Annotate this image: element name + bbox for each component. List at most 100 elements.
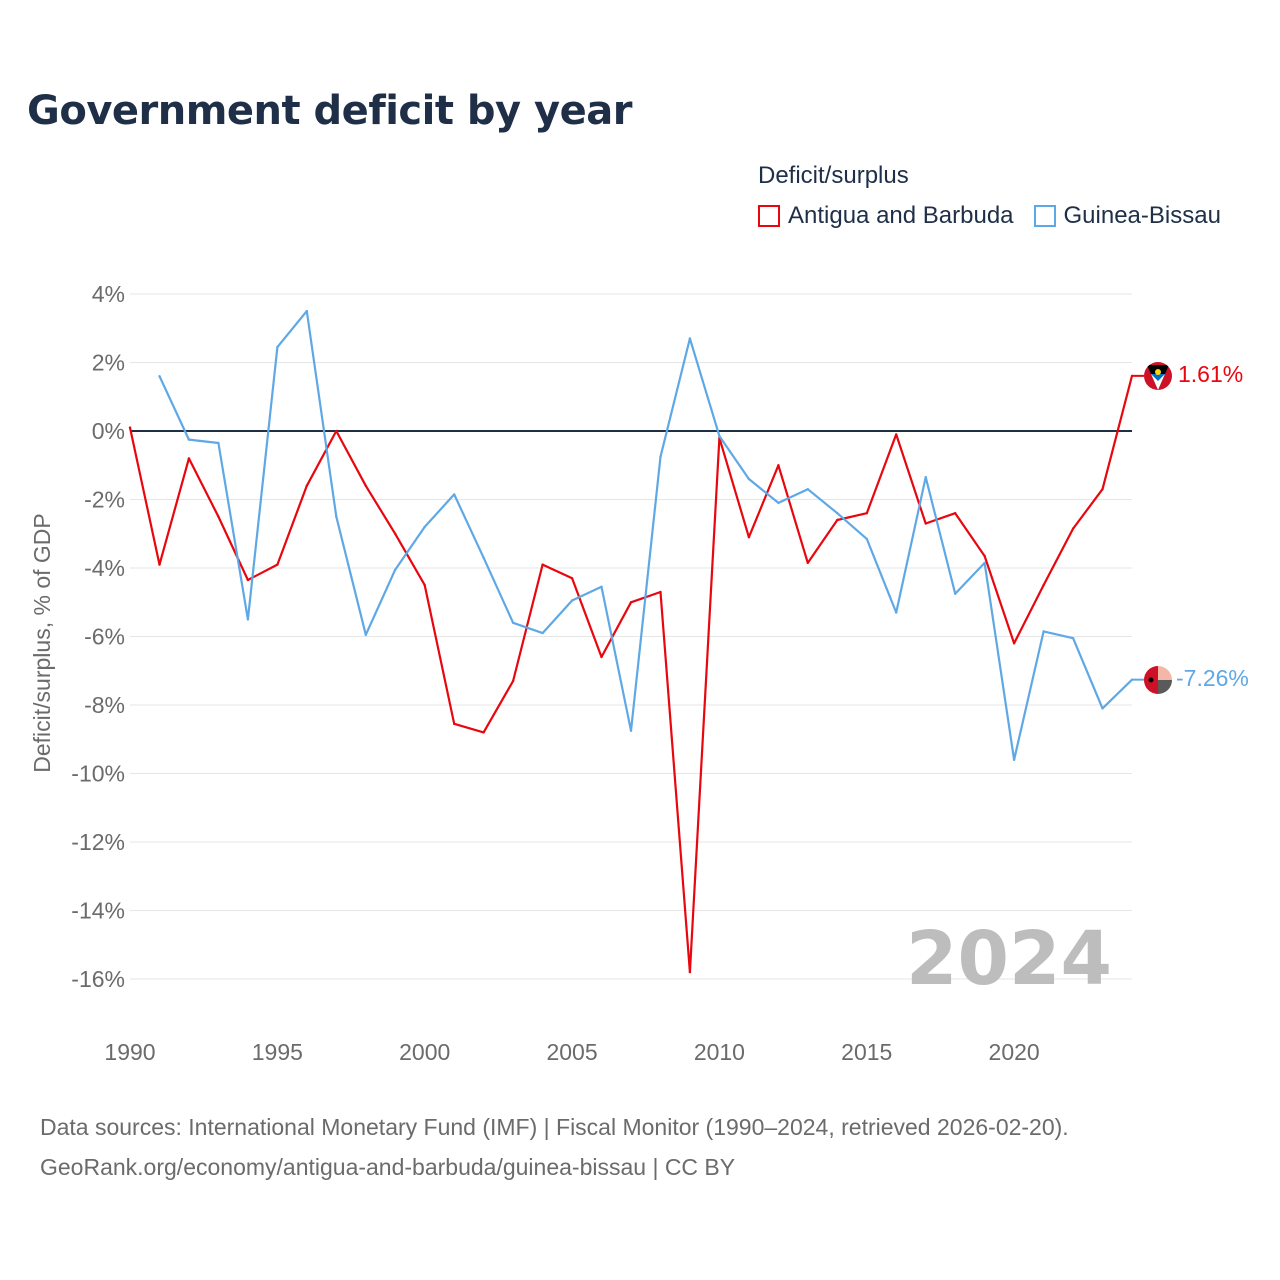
guinea-bissau-flag-icon xyxy=(1144,666,1172,694)
footer: Data sources: International Monetary Fun… xyxy=(40,1107,1069,1187)
y-tick-label: -14% xyxy=(71,898,125,924)
data-point xyxy=(276,563,279,566)
data-point xyxy=(865,512,868,515)
data-point xyxy=(335,429,338,433)
y-tick-label: -6% xyxy=(84,624,125,650)
y-tick-label: -16% xyxy=(71,966,125,992)
data-point xyxy=(747,477,751,481)
y-tick-label: 2% xyxy=(92,350,125,376)
data-point xyxy=(600,655,603,659)
x-tick-label: 1990 xyxy=(104,1039,155,1065)
data-point xyxy=(659,590,662,594)
data-point xyxy=(806,488,809,491)
y-tick-label: -4% xyxy=(84,555,125,581)
series-guinea-bissau xyxy=(158,309,1144,761)
data-point xyxy=(394,568,397,571)
data-point xyxy=(1012,758,1016,761)
data-point xyxy=(688,970,692,974)
data-point xyxy=(777,464,780,467)
data-point xyxy=(1071,527,1075,530)
data-point xyxy=(1042,583,1045,587)
legend-row: Antigua and Barbuda Guinea-Bissau xyxy=(758,202,1221,230)
data-point xyxy=(1071,637,1075,640)
data-point xyxy=(954,592,957,595)
data-point xyxy=(511,621,515,624)
data-point xyxy=(246,578,250,582)
data-point xyxy=(777,501,780,505)
data-point xyxy=(688,337,692,340)
data-point xyxy=(747,536,751,539)
y-tick-label: -12% xyxy=(71,829,125,855)
data-point xyxy=(482,556,485,559)
data-point xyxy=(718,434,721,438)
legend-entry-antigua-and-barbuda[interactable]: Antigua and Barbuda xyxy=(758,202,1014,230)
chart-title: Government deficit by year xyxy=(27,88,632,134)
data-point xyxy=(158,375,161,378)
data-point xyxy=(217,515,220,518)
grid-lines xyxy=(130,293,1132,980)
data-point xyxy=(364,484,367,487)
data-point xyxy=(1042,630,1045,633)
data-point xyxy=(453,493,456,496)
data-point xyxy=(128,426,132,429)
data-point xyxy=(335,515,338,518)
data-point xyxy=(924,476,927,479)
data-point xyxy=(806,561,809,565)
data-point xyxy=(570,577,574,580)
footer-sources: Data sources: International Monetary Fun… xyxy=(40,1114,1069,1140)
end-value-label-guinea-bissau: -7.26% xyxy=(1176,665,1249,691)
data-point xyxy=(1012,642,1016,645)
x-tick-label: 1995 xyxy=(252,1039,303,1065)
data-point xyxy=(541,563,544,566)
series-antigua-and-barbuda xyxy=(128,374,1144,974)
y-tick-label: -2% xyxy=(84,487,125,513)
data-point xyxy=(158,563,161,566)
x-tick-label: 2000 xyxy=(399,1039,450,1065)
series-line-antigua-and-barbuda xyxy=(128,375,1134,974)
data-point xyxy=(895,433,898,436)
y-axis-label: Deficit/surplus, % of GDP xyxy=(29,513,55,772)
x-tick-label: 2010 xyxy=(694,1039,745,1065)
data-point xyxy=(983,554,986,558)
data-point xyxy=(364,633,367,636)
data-point xyxy=(276,345,279,349)
x-tick-label: 2020 xyxy=(989,1039,1040,1065)
data-point xyxy=(305,484,308,487)
series-line-guinea-bissau xyxy=(158,310,1133,761)
data-point xyxy=(895,611,898,614)
data-point xyxy=(187,457,191,460)
data-point xyxy=(394,532,397,535)
data-point xyxy=(836,518,839,522)
footer-attribution: GeoRank.org/economy/antigua-and-barbuda/… xyxy=(40,1154,736,1180)
data-point xyxy=(246,618,250,621)
data-point xyxy=(423,583,426,587)
data-point xyxy=(1101,488,1104,491)
end-value-label-antigua-and-barbuda: 1.61% xyxy=(1178,361,1243,387)
data-point xyxy=(629,601,633,604)
y-tick-label: -8% xyxy=(84,692,125,718)
x-axis-ticks: 1990 1995 2000 2005 2010 2015 2020 xyxy=(104,1039,1039,1065)
data-point xyxy=(453,722,456,725)
data-point xyxy=(865,537,868,541)
data-point xyxy=(954,512,957,515)
legend-entry-guinea-bissau[interactable]: Guinea-Bissau xyxy=(1033,202,1221,230)
data-point xyxy=(305,309,308,313)
data-point xyxy=(629,729,633,732)
data-point xyxy=(482,731,485,734)
legend-label-guinea-bissau: Guinea-Bissau xyxy=(1063,202,1221,229)
y-axis-ticks: 4% 2% 0% -2% -4% -6% -8% -10% -12% -14% -16% xyxy=(71,281,125,992)
data-point xyxy=(1101,707,1104,710)
y-tick-label: 4% xyxy=(92,281,125,307)
legend-swatch-guinea-bissau xyxy=(1033,205,1056,227)
legend: Deficit/surplus Antigua and Barbuda Guin… xyxy=(758,162,1221,230)
legend-swatch-antigua-and-barbuda xyxy=(758,205,780,227)
y-tick-label: -10% xyxy=(71,761,125,787)
data-point xyxy=(570,599,574,602)
data-point xyxy=(541,631,544,635)
series-layer xyxy=(128,309,1144,974)
legend-title: Deficit/surplus xyxy=(758,162,909,189)
x-tick-label: 2015 xyxy=(841,1039,892,1065)
legend-label-antigua-and-barbuda: Antigua and Barbuda xyxy=(788,202,1014,229)
antigua-and-barbuda-flag-icon xyxy=(1144,362,1172,390)
endpoint-markers xyxy=(1144,362,1172,694)
